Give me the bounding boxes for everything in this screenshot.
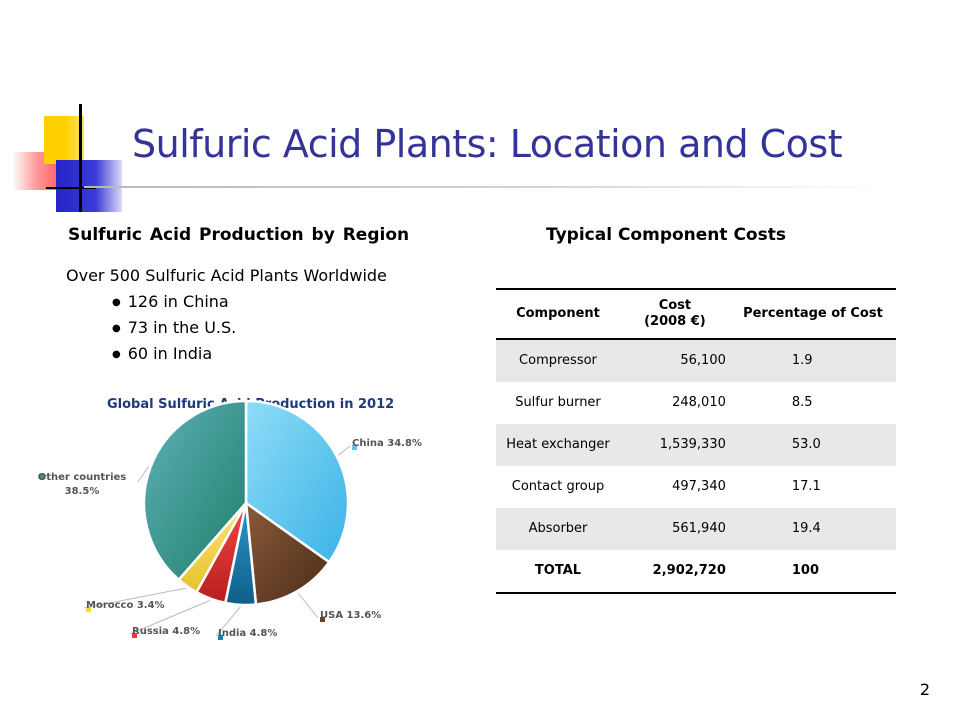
bullet-text: 126 in China (127, 292, 229, 311)
cell-total-cost: 2,902,720 (619, 550, 730, 594)
cell-cost: 1,539,330 (619, 424, 730, 466)
legend-marker-icon (132, 633, 137, 638)
title-underline (84, 186, 884, 188)
component-costs-heading: Typical Component Costs (546, 225, 786, 245)
pie-leader-line (137, 466, 150, 483)
bullet-dot-icon: ● (112, 296, 121, 308)
bullet-dot-icon: ● (112, 348, 121, 360)
table-total-row: TOTAL 2,902,720 100 (496, 550, 896, 594)
cell-total-label: TOTAL (496, 550, 620, 594)
cell-component: Contact group (496, 466, 620, 508)
cell-percentage: 1.9 (729, 339, 896, 382)
header-component: Component (496, 288, 620, 340)
bullet-dot-icon: ● (112, 322, 121, 334)
pie-label-morocco: Morocco 3.4% (86, 600, 165, 611)
cell-component: Compressor (496, 339, 620, 382)
pie-leader-line (83, 587, 187, 609)
cell-total-percentage: 100 (729, 550, 896, 594)
bullet-text: 73 in the U.S. (127, 318, 237, 337)
header-percentage: Percentage of Cost (729, 288, 896, 340)
bullet-item: ● 60 in India (112, 343, 236, 369)
cell-cost: 56,100 (619, 339, 730, 382)
cell-percentage: 8.5 (729, 382, 896, 424)
cell-cost: 497,340 (619, 466, 730, 508)
pie-leader-line (129, 600, 210, 635)
pie-label-russia: Russia 4.8% (132, 626, 200, 637)
table-row: Sulfur burner 248,010 8.5 (496, 382, 896, 424)
legend-marker-icon (218, 635, 223, 640)
cell-cost: 248,010 (619, 382, 730, 424)
header-cost: Cost (2008 €) (619, 288, 730, 340)
legend-marker-icon (40, 474, 45, 479)
pie-label-india: India 4.8% (218, 628, 277, 639)
header-cost-line2: (2008 €) (644, 314, 706, 329)
production-heading: Sulfuric Acid Production by Region (68, 225, 410, 245)
cell-cost: 561,940 (619, 508, 730, 550)
header-cost-line1: Cost (658, 298, 692, 313)
legend-marker-icon (86, 607, 91, 612)
cell-percentage: 17.1 (729, 466, 896, 508)
cell-percentage: 53.0 (729, 424, 896, 466)
decor-yellow-square (44, 116, 84, 164)
bullet-text: 60 in India (127, 344, 213, 363)
cell-component: Heat exchanger (496, 424, 620, 466)
bullet-item: ● 73 in the U.S. (112, 317, 236, 343)
cell-component: Absorber (496, 508, 620, 550)
table-header-row: Component Cost (2008 €) Percentage of Cos… (496, 288, 896, 340)
bullet-item: ● 126 in China (112, 291, 236, 317)
legend-marker-icon (352, 445, 357, 450)
pie-leader-line (297, 592, 319, 619)
page-number: 2 (919, 680, 930, 699)
pie-label-usa: USA 13.6% (320, 610, 381, 621)
table-row: Contact group 497,340 17.1 (496, 466, 896, 508)
pie-leader-line (338, 445, 351, 456)
pie-labels: China 34.8% USA 13.6% India 4.8% Russia 4.8… (38, 438, 422, 640)
table-row: Heat exchanger 1,539,330 53.0 (496, 424, 896, 466)
component-costs-table: Component Cost (2008 €) Percentage of Cos… (496, 288, 896, 594)
pie-label-china: China 34.8% (352, 438, 422, 449)
cell-percentage: 19.4 (729, 508, 896, 550)
pie-slice-china (244, 399, 350, 564)
plants-bullet-list: ● 126 in China ● 73 in the U.S. ● 60 in Ind… (112, 291, 236, 369)
pie-chart: Global Sulfuric Acid Production in 2012 … (20, 386, 460, 656)
pie-chart-svg: Global Sulfuric Acid Production in 2012 … (38, 397, 422, 640)
decor-vertical-line (79, 104, 82, 212)
pie-slice-other-countries (142, 399, 248, 582)
legend-marker-icon (320, 617, 325, 622)
pie-slices (142, 399, 350, 607)
plants-count-text: Over 500 Sulfuric Acid Plants Worldwide (66, 266, 387, 285)
pie-slice-usa (244, 500, 331, 606)
cell-component: Sulfur burner (496, 382, 620, 424)
table-row: Compressor 56,100 1.9 (496, 339, 896, 382)
pie-label-other-countries: Other countries 38.5% (38, 472, 127, 497)
table-row: Absorber 561,940 19.4 (496, 508, 896, 550)
slide-title: Sulfuric Acid Plants: Location and Cost (132, 122, 843, 166)
pie-leader-line (215, 606, 241, 637)
decor-horizontal-line (46, 187, 96, 189)
